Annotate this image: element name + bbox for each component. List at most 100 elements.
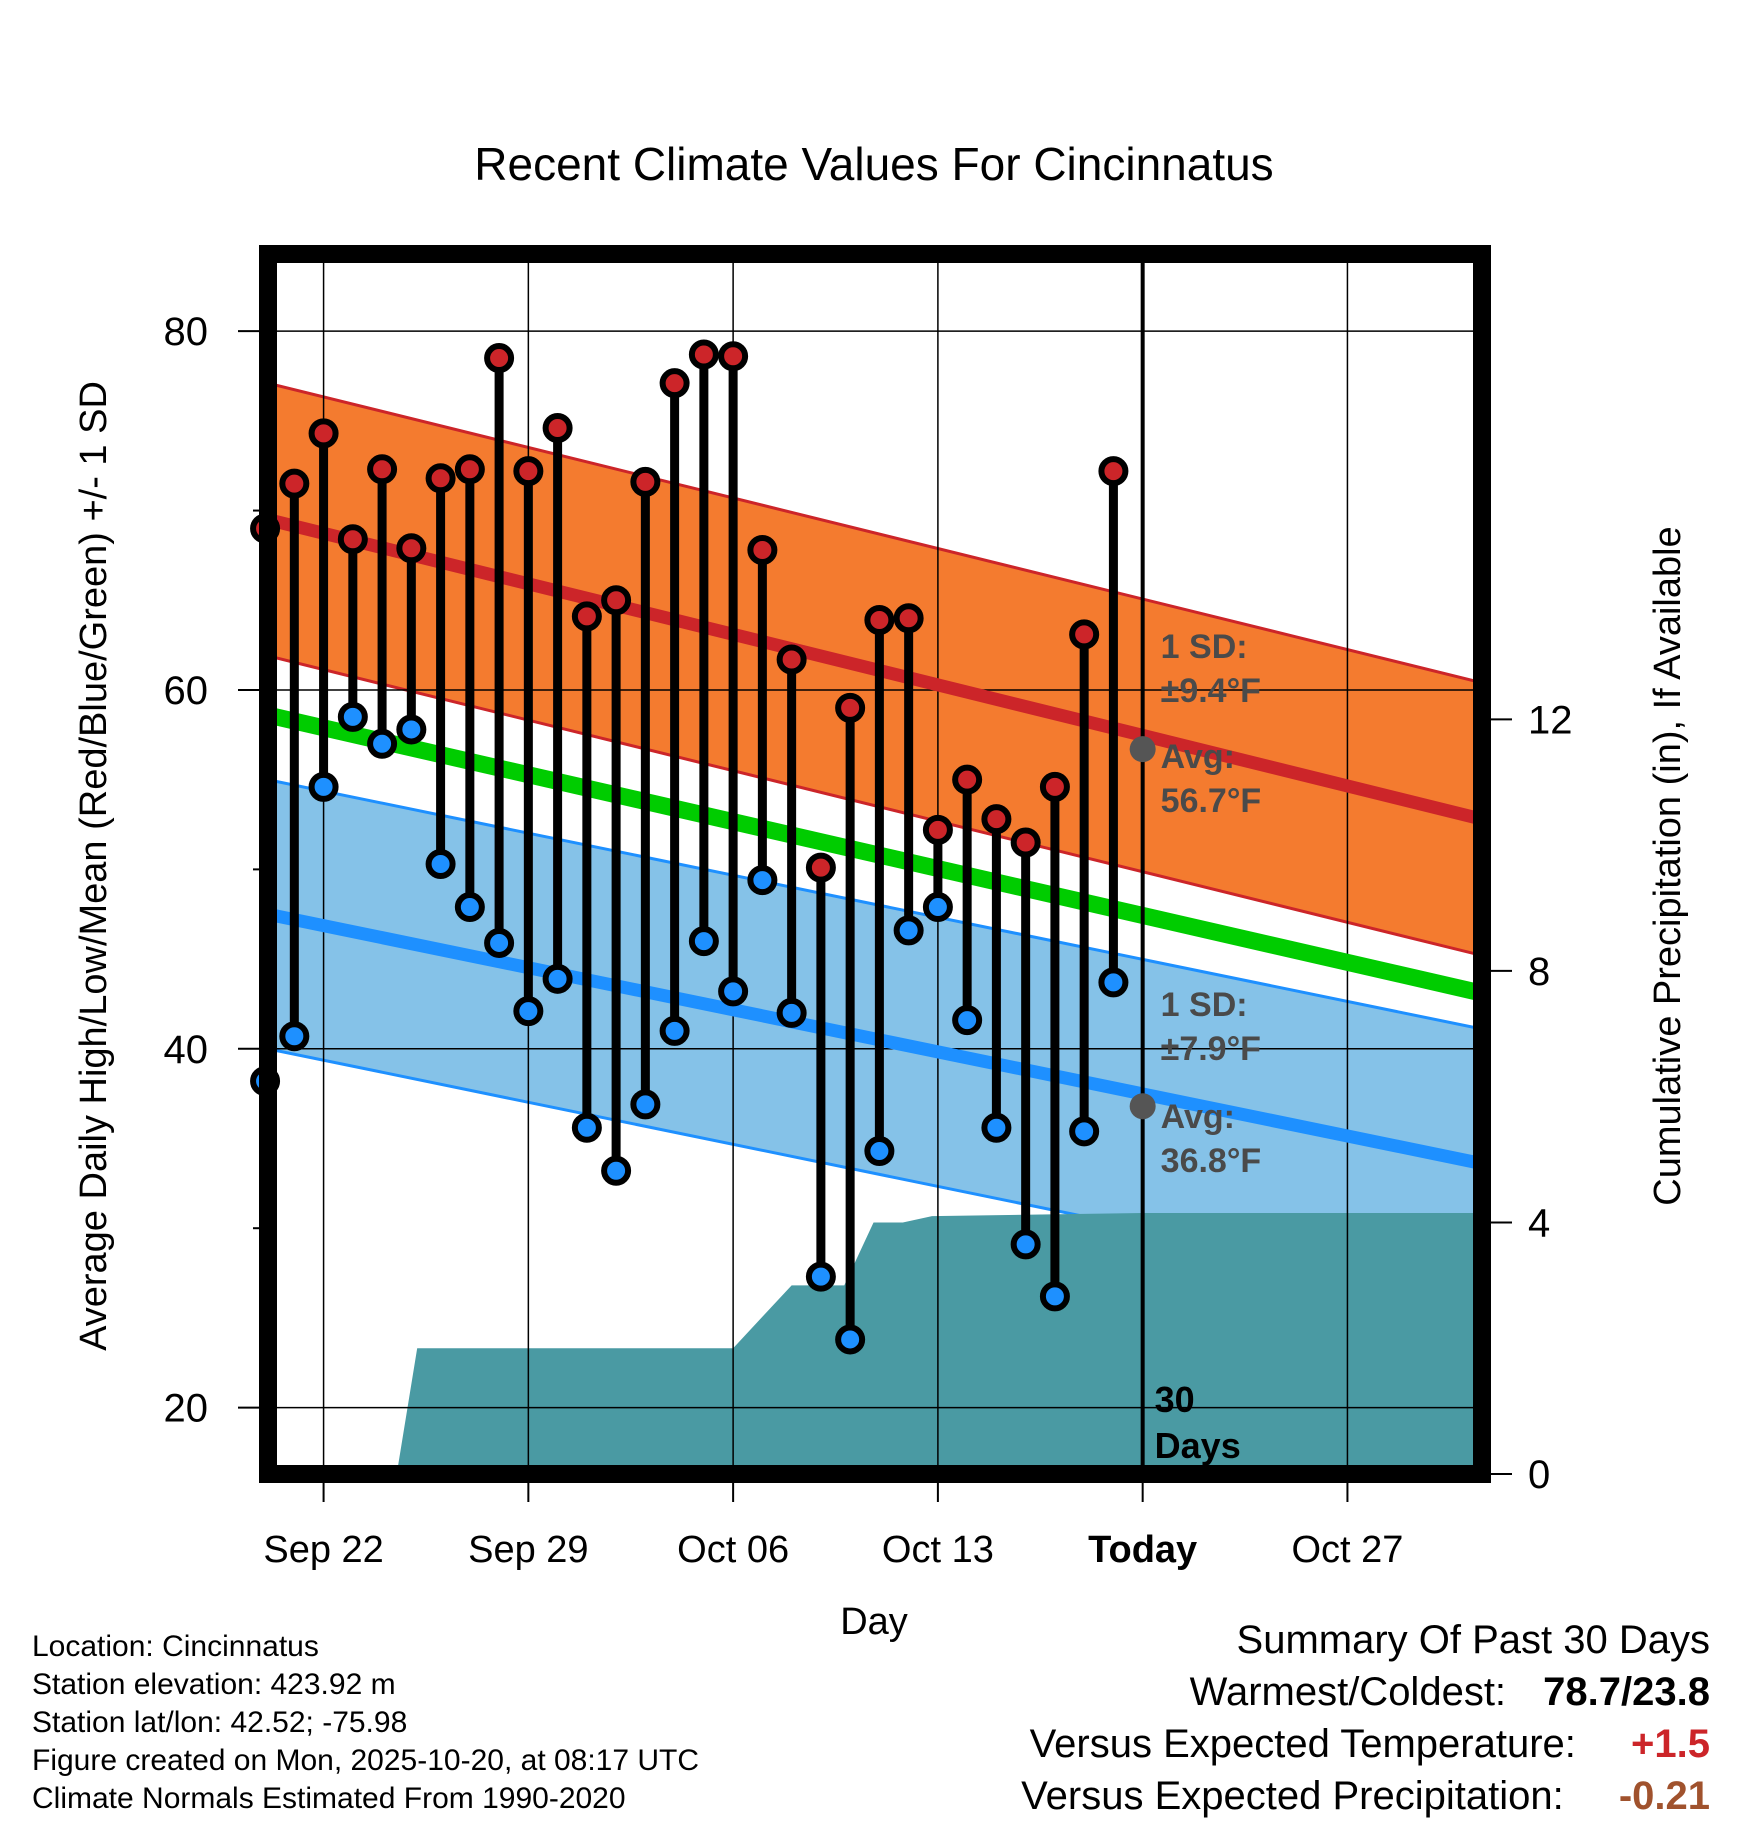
daily-high-point	[396, 533, 427, 564]
daily-obs	[922, 814, 953, 923]
low-sd-value: ±7.9°F	[1161, 1030, 1261, 1068]
info-normals: Climate Normals Estimated From 1990-2020	[32, 1782, 626, 1815]
daily-high-point	[1010, 827, 1041, 858]
daily-obs	[601, 585, 632, 1186]
precip-layer	[268, 1213, 1482, 1474]
daily-obs	[747, 535, 778, 896]
daily-low-point	[337, 701, 368, 732]
days-word: Days	[1155, 1425, 1241, 1466]
high-avg-value: 56.7°F	[1161, 782, 1262, 820]
summary-temp: Versus Expected Temperature: +1.5	[1030, 1722, 1710, 1767]
x-axis-label: Day	[840, 1601, 908, 1643]
y2-tick-label: 0	[1528, 1453, 1550, 1497]
daily-obs	[1010, 827, 1041, 1260]
daily-high-point	[308, 418, 339, 449]
daily-obs	[484, 343, 515, 958]
daily-high-point	[981, 804, 1012, 835]
daily-low-point	[981, 1112, 1012, 1143]
daily-high-point	[835, 692, 866, 723]
daily-high-point	[542, 413, 573, 444]
daily-low-point	[1069, 1116, 1100, 1147]
info-created: Figure created on Mon, 2025-10-20, at 08…	[32, 1744, 700, 1777]
daily-high-point	[1098, 456, 1129, 487]
daily-obs	[1039, 771, 1070, 1312]
daily-low-point	[1010, 1229, 1041, 1260]
daily-high-point	[337, 524, 368, 555]
info-location: Location: Cincinnatus	[32, 1630, 319, 1663]
daily-obs	[893, 603, 924, 946]
daily-low-point	[659, 1015, 690, 1046]
daily-high-point	[630, 466, 661, 497]
info-latlon: Station lat/lon: 42.52; -75.98	[32, 1706, 408, 1739]
y2-tick-label: 8	[1528, 950, 1550, 994]
daily-high-point	[776, 644, 807, 675]
daily-obs	[688, 339, 719, 957]
y-tick-label: 80	[164, 310, 209, 354]
daily-high-point	[367, 454, 398, 485]
daily-low-point	[308, 771, 339, 802]
daily-obs	[337, 524, 368, 732]
y2-axis-label: Cumulative Precipitation (in), If Availa…	[1647, 526, 1689, 1205]
daily-low-point	[1039, 1281, 1070, 1312]
y-tick-label: 20	[164, 1387, 209, 1431]
daily-obs	[425, 463, 456, 879]
daily-low-point	[425, 849, 456, 879]
daily-obs	[630, 466, 661, 1120]
daily-high-point	[805, 852, 836, 883]
daily-obs	[718, 341, 749, 1007]
daily-obs	[981, 804, 1012, 1143]
x-tick-label: Sep 29	[468, 1529, 588, 1571]
daily-low-point	[396, 714, 427, 745]
daily-low-point	[542, 963, 573, 994]
daily-obs	[952, 764, 983, 1036]
today-high-avg-marker	[1129, 736, 1156, 763]
plot-border	[259, 245, 1491, 1483]
daily-stems	[250, 339, 1129, 1355]
daily-low-point	[776, 997, 807, 1028]
daily-obs	[542, 413, 573, 994]
daily-high-point	[659, 368, 690, 399]
high-sd-value: ±9.4°F	[1161, 672, 1261, 710]
daily-low-point	[601, 1155, 632, 1186]
daily-obs	[1069, 619, 1100, 1147]
chart-title: Recent Climate Values For Cincinnatus	[474, 138, 1273, 190]
daily-high-point	[425, 463, 456, 494]
summary-warm-cold: Warmest/Coldest: 78.7/23.8	[1190, 1670, 1710, 1715]
temp-anomaly-value: +1.5	[1631, 1722, 1710, 1766]
daily-high-point	[718, 341, 749, 372]
daily-obs	[776, 644, 807, 1028]
y2-tick-label: 12	[1528, 698, 1573, 742]
y-axis-label: Average Daily High/Low/Mean (Red/Blue/Gr…	[73, 381, 115, 1351]
daily-high-point	[893, 603, 924, 634]
daily-obs	[805, 852, 836, 1292]
daily-low-point	[571, 1112, 602, 1143]
daily-low-point	[893, 915, 924, 946]
daily-high-point	[601, 585, 632, 616]
days-count: 30	[1155, 1379, 1195, 1420]
daily-obs	[279, 468, 310, 1052]
daily-obs	[659, 368, 690, 1046]
daily-obs	[513, 456, 544, 1027]
daily-high-point	[571, 601, 602, 632]
annotations: 1 SD: ±9.4°F Avg: 56.7°F 1 SD: ±7.9°F Avg: 36.8…	[1129, 628, 1262, 1466]
daily-low-point	[922, 892, 953, 923]
daily-high-point	[454, 454, 485, 485]
summary-heading: Summary Of Past 30 Days	[1236, 1618, 1710, 1662]
daily-obs	[864, 605, 895, 1167]
temp-anomaly-label: Versus Expected Temperature:	[1029, 1722, 1576, 1766]
daily-low-point	[367, 728, 398, 759]
daily-high-point	[747, 535, 778, 566]
low-avg-value: 36.8°F	[1161, 1142, 1262, 1180]
x-tick-label: Today	[1088, 1529, 1197, 1571]
precip-anomaly-value: -0.21	[1618, 1774, 1710, 1818]
daily-high-point	[484, 343, 515, 374]
y-tick-label: 60	[164, 669, 209, 713]
plot-frame	[259, 245, 1491, 1483]
daily-low-point	[1098, 967, 1129, 998]
today-low-avg-marker	[1129, 1093, 1156, 1120]
daily-low-point	[718, 976, 749, 1007]
daily-low-point	[279, 1021, 310, 1052]
x-tick-label: Oct 13	[882, 1529, 994, 1571]
station-info: Location: Cincinnatus Station elevation:…	[32, 1628, 699, 1818]
warm-cold-label: Warmest/Coldest:	[1189, 1670, 1507, 1714]
